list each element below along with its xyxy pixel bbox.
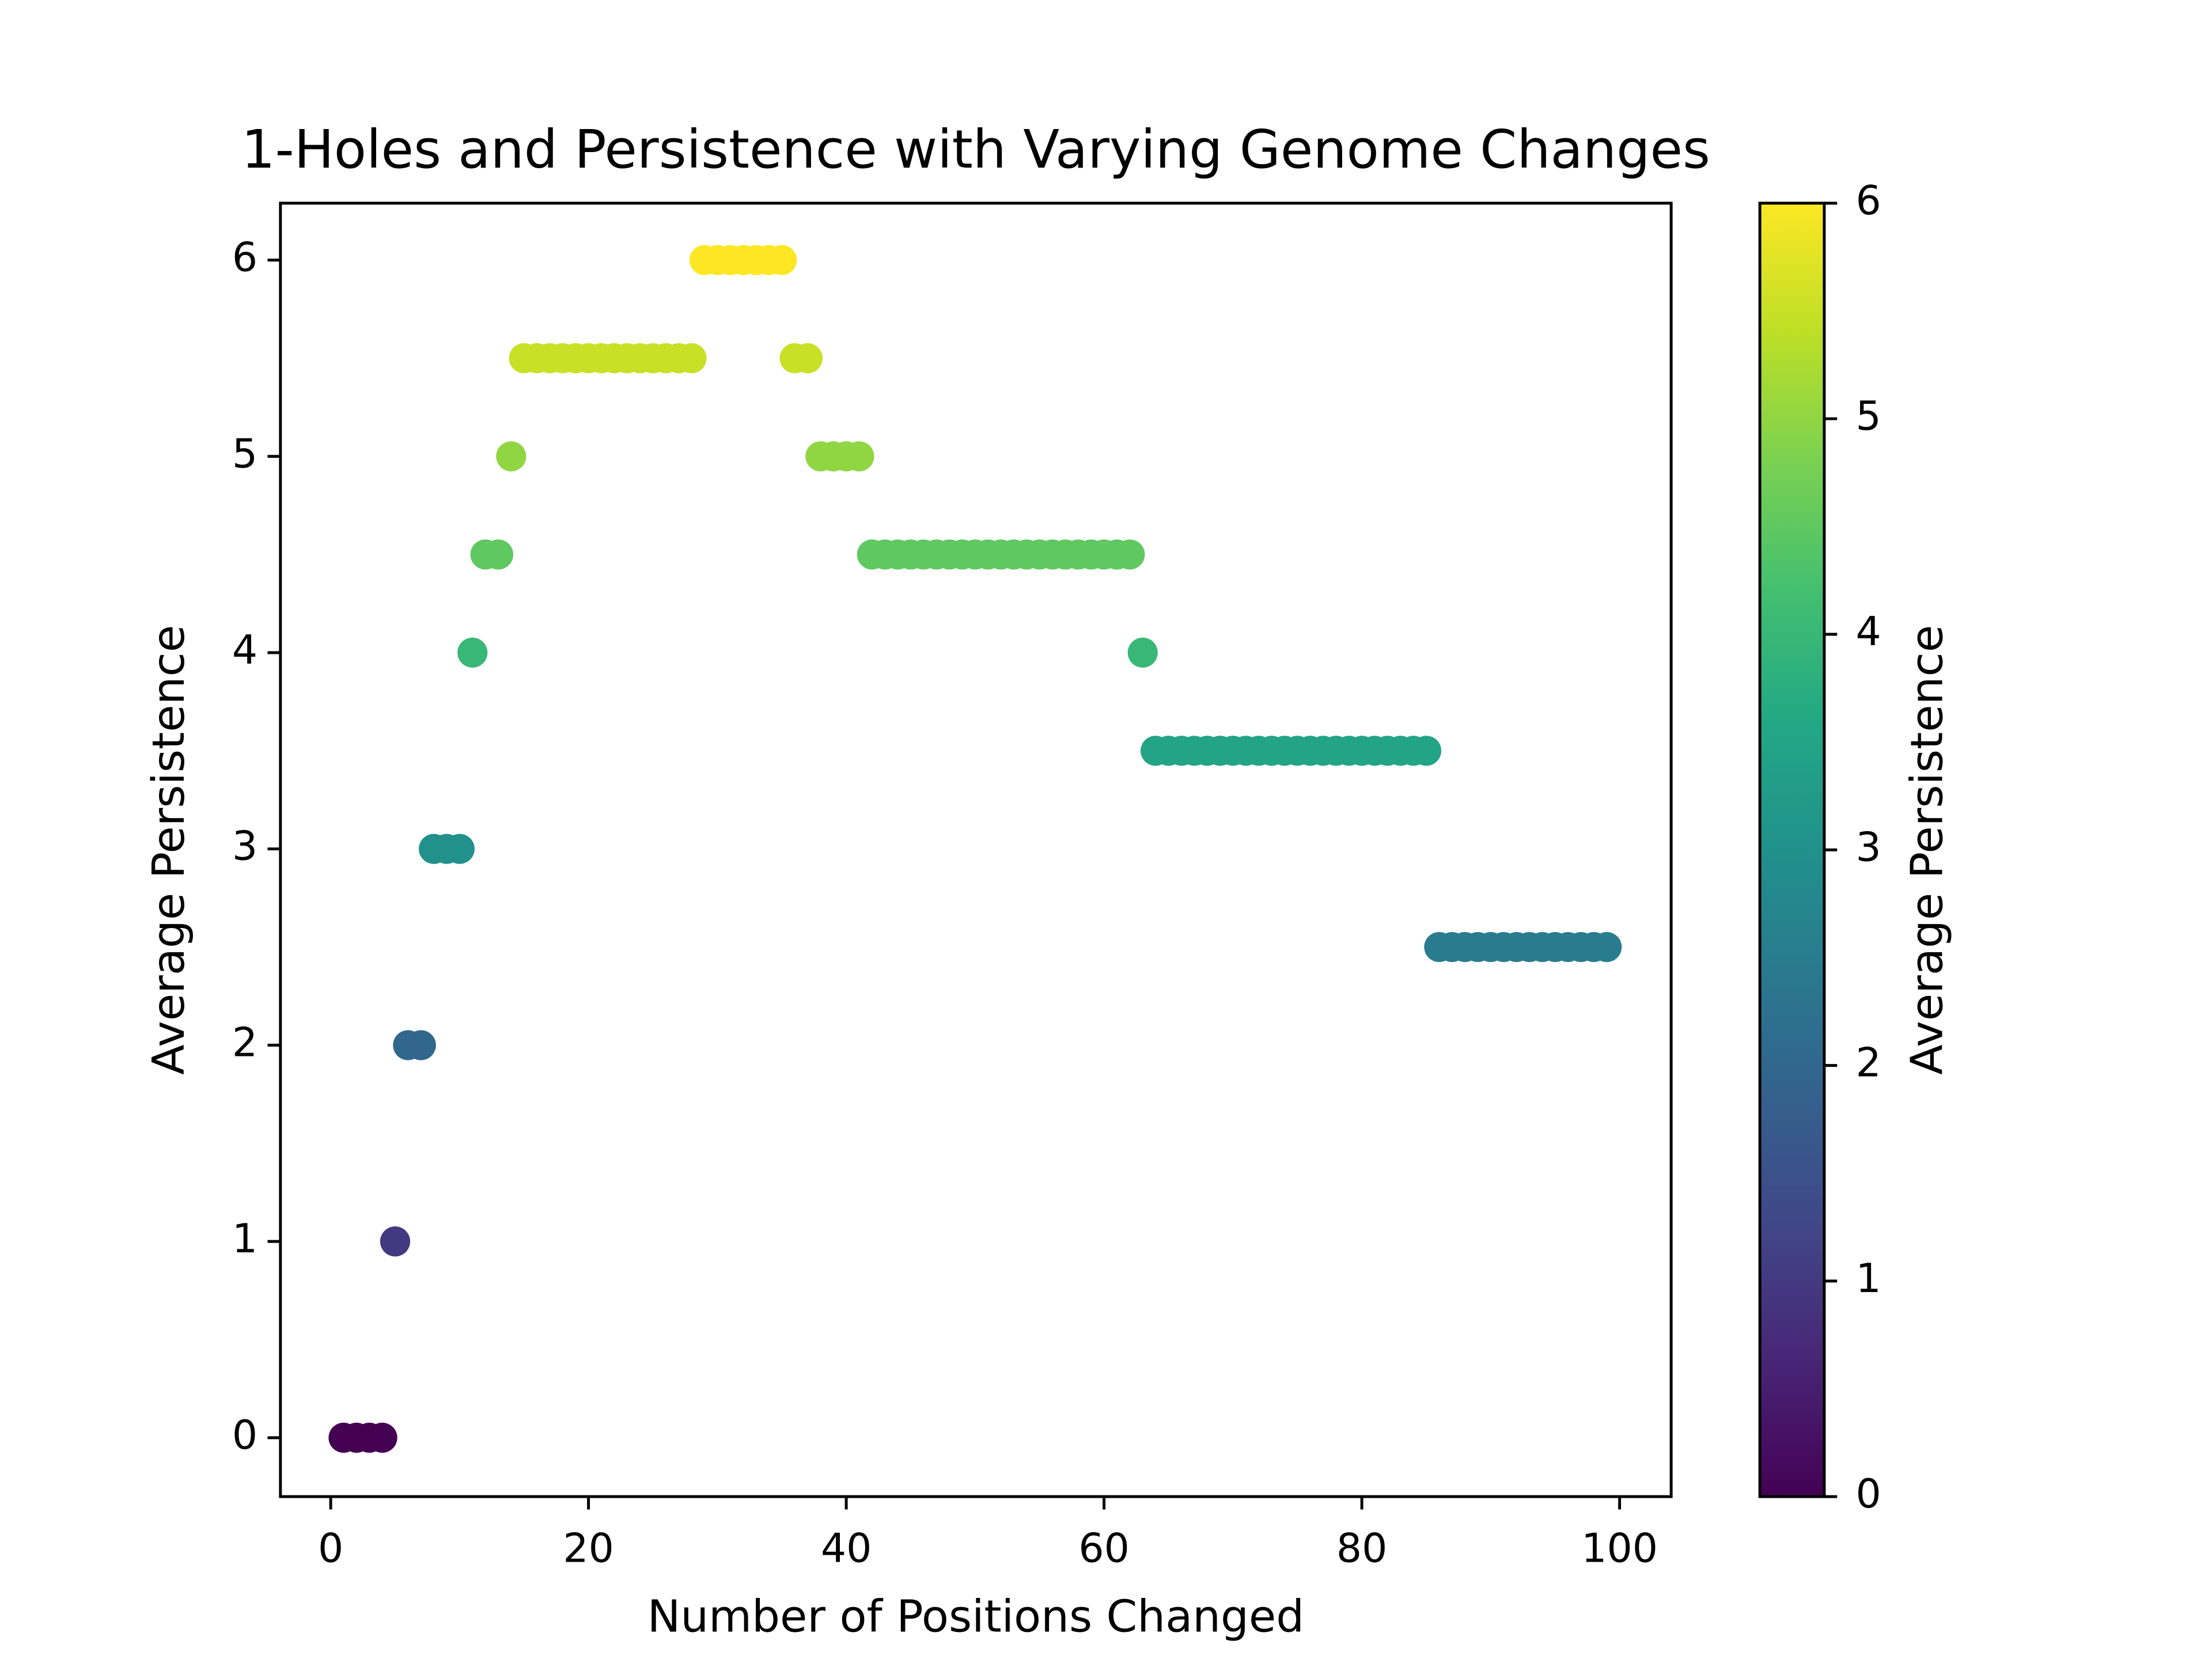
- x-tick-label: 0: [318, 1525, 343, 1572]
- colorbar-tick-label: 3: [1856, 824, 1881, 870]
- point: [457, 637, 488, 668]
- point: [1115, 539, 1145, 570]
- point: [496, 441, 527, 472]
- point: [483, 539, 514, 570]
- colorbar-tick-label: 4: [1856, 608, 1881, 655]
- point: [767, 245, 797, 275]
- colorbar-tick-label: 1: [1856, 1255, 1881, 1302]
- y-tick-label: 5: [232, 430, 257, 477]
- y-tick-label: 6: [232, 234, 257, 281]
- point: [844, 441, 874, 472]
- x-tick-label: 60: [1078, 1525, 1129, 1572]
- plot-frame: [279, 202, 1673, 1498]
- point: [444, 834, 475, 864]
- y-tick-label: 4: [232, 627, 257, 673]
- point: [406, 1030, 436, 1060]
- colorbar-label: Average Persistence: [1902, 625, 1953, 1075]
- point: [1592, 931, 1622, 963]
- y-tick-label: 2: [232, 1019, 257, 1066]
- x-tick-label: 80: [1336, 1525, 1387, 1572]
- point: [380, 1226, 411, 1257]
- y-axis-label: Average Persistence: [143, 625, 195, 1075]
- colorbar-tick-label: 6: [1856, 177, 1881, 224]
- colorbar-tick-label: 5: [1856, 393, 1881, 440]
- point: [676, 343, 707, 373]
- colorbar-tick-label: 0: [1856, 1471, 1881, 1517]
- y-tick-label: 0: [232, 1412, 257, 1459]
- point: [792, 343, 823, 373]
- point: [1411, 736, 1442, 766]
- y-tick-label: 3: [232, 823, 257, 870]
- point: [1127, 637, 1158, 668]
- x-tick-label: 20: [563, 1525, 613, 1572]
- x-axis-label: Number of Positions Changed: [647, 1592, 1304, 1643]
- colorbar-tick-label: 2: [1856, 1040, 1881, 1086]
- y-tick-label: 1: [232, 1215, 257, 1262]
- chart-title: 1-Holes and Persistence with Varying Gen…: [241, 119, 1710, 180]
- colorbar: [1758, 202, 1826, 1498]
- x-tick-label: 100: [1581, 1525, 1658, 1572]
- x-tick-label: 40: [821, 1525, 872, 1572]
- point: [367, 1422, 397, 1453]
